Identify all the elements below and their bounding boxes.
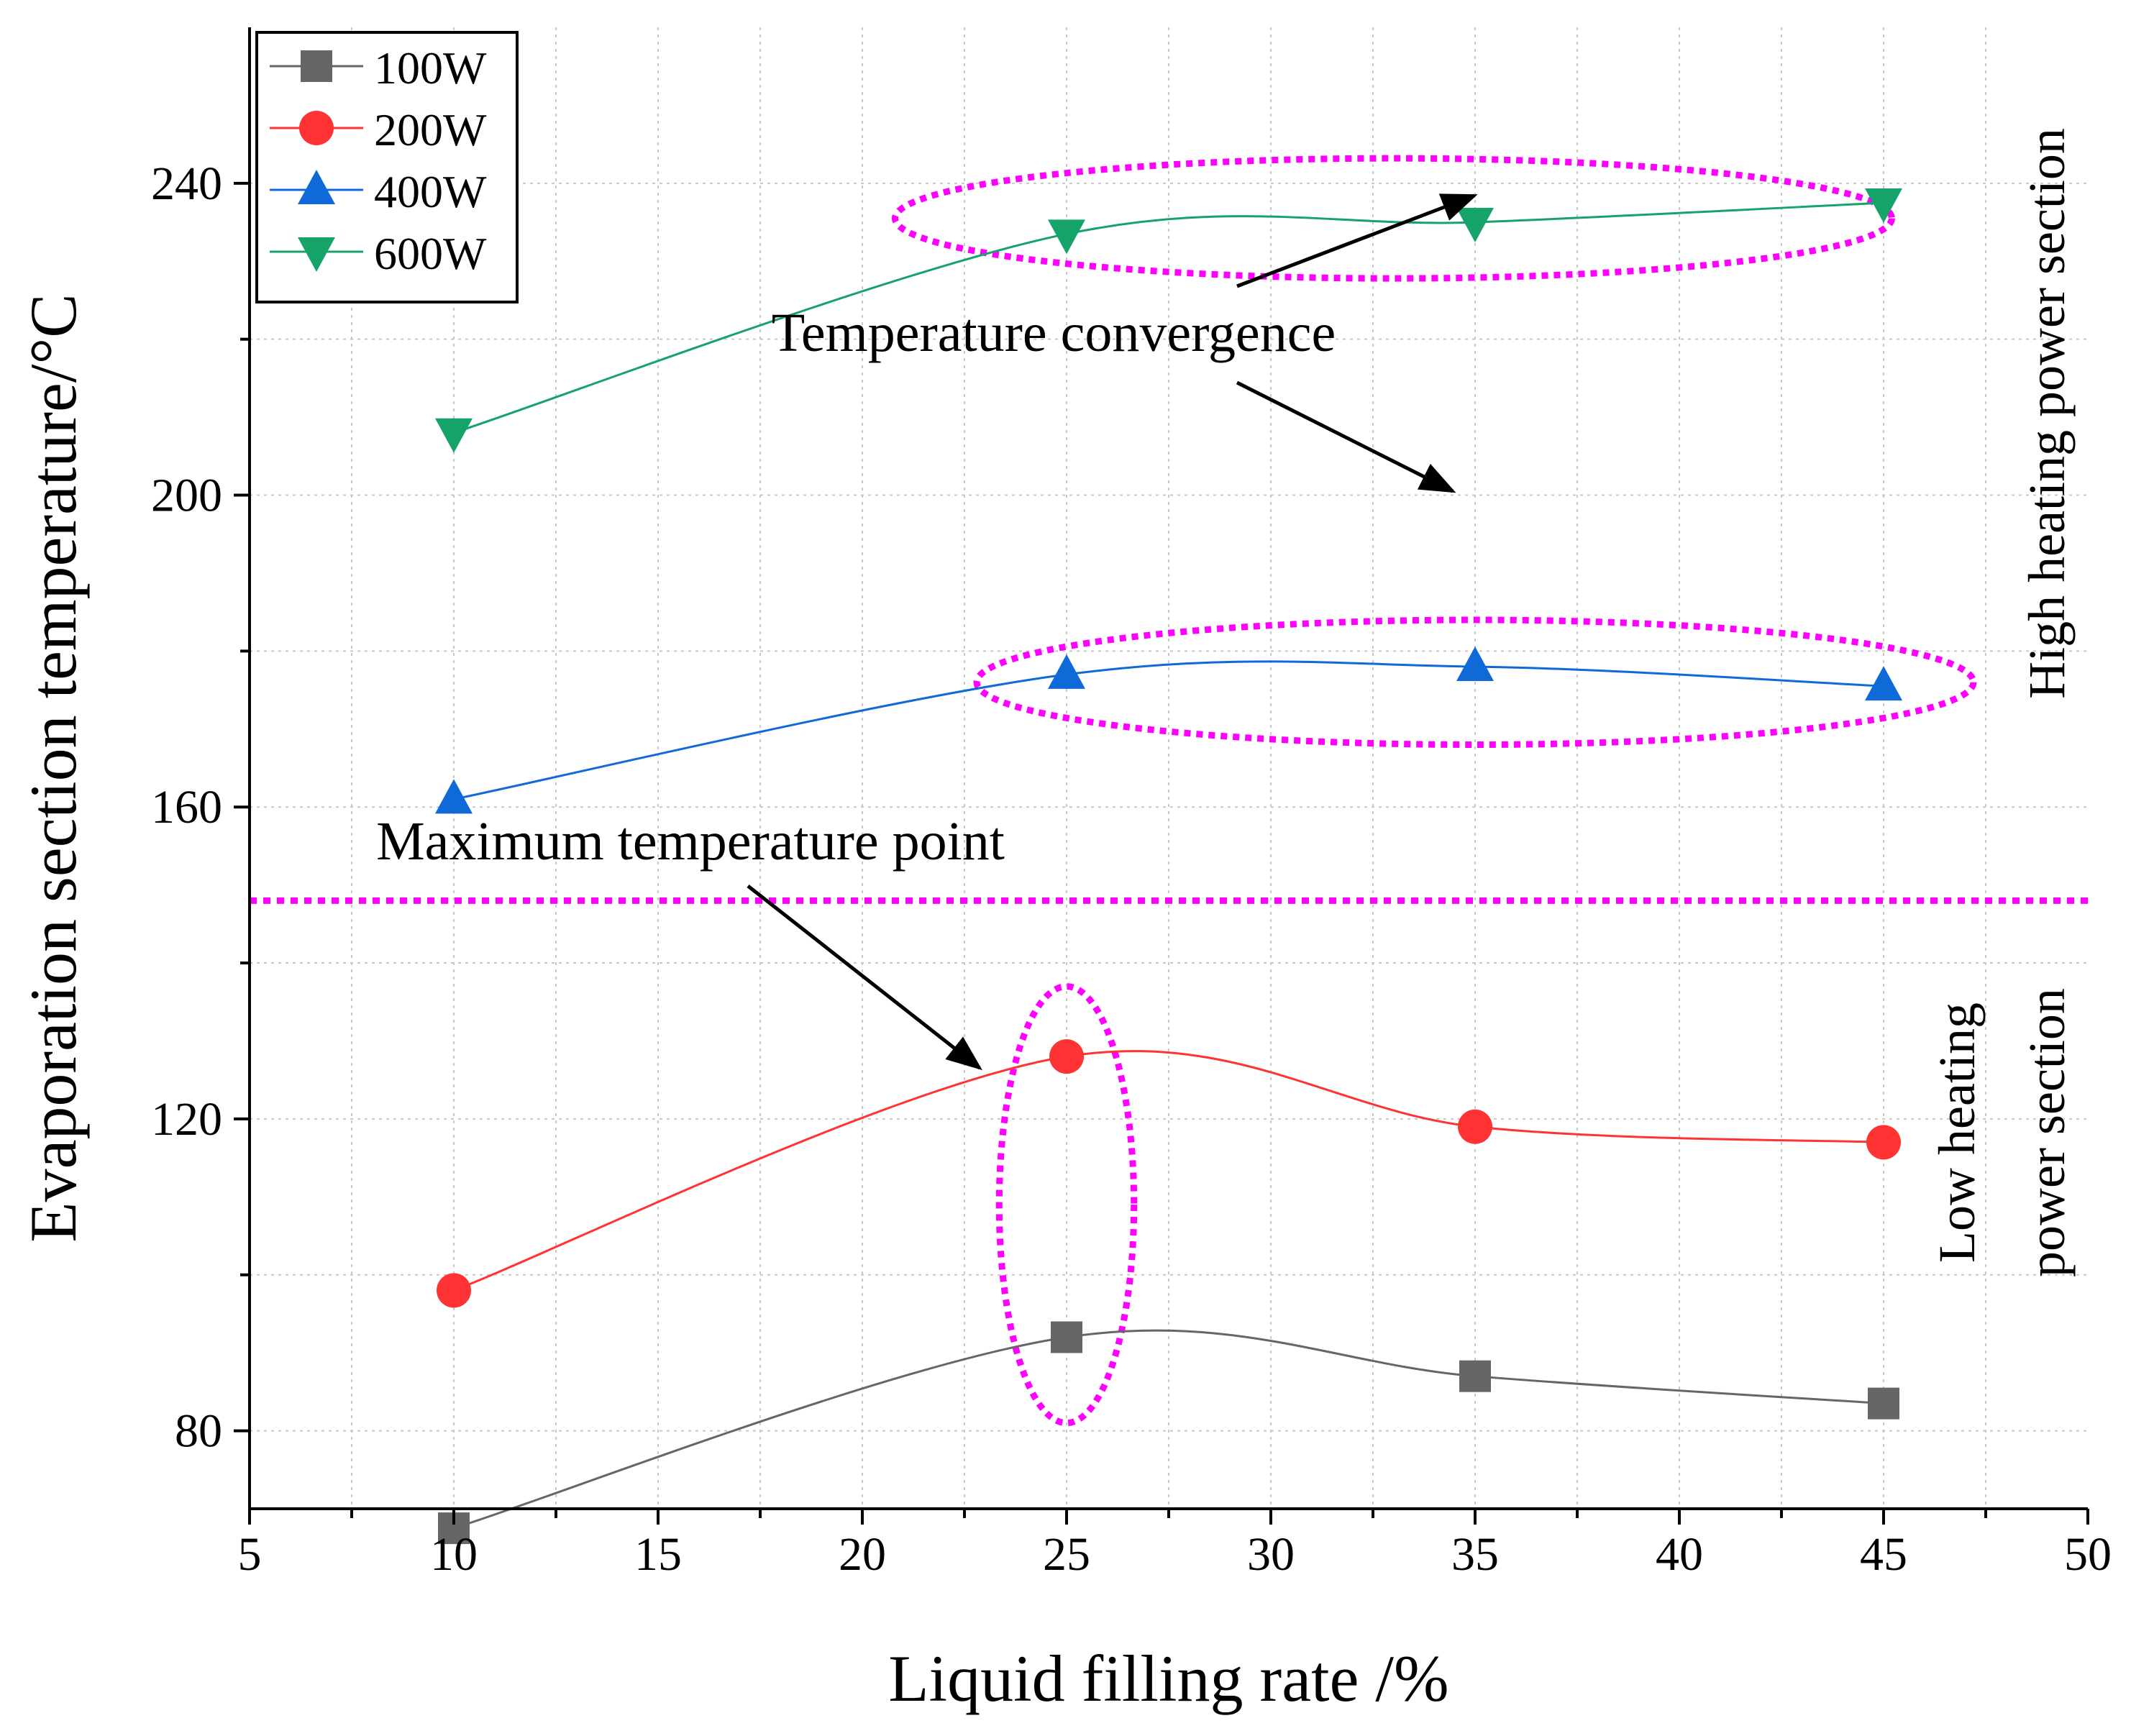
legend-marker-400w: [298, 170, 335, 204]
x-tick-label: 10: [430, 1528, 478, 1581]
legend-label-100w: 100W: [374, 42, 487, 93]
data-point-400w: [1865, 666, 1902, 701]
data-point-600w: [1048, 219, 1085, 255]
annotation-temperature-convergence: Temperature convergence: [772, 303, 1336, 363]
annotation-low-heating-section-line1: Low heating: [1928, 1002, 1986, 1263]
y-tick-label: 240: [151, 157, 222, 210]
highlight-layer: [250, 155, 2088, 1427]
x-tick-label: 40: [1656, 1528, 1703, 1581]
x-tick-label: 20: [839, 1528, 886, 1581]
data-point-600w: [1865, 188, 1902, 223]
series-line-600w: [453, 201, 1884, 434]
x-tick-label: 25: [1043, 1528, 1090, 1581]
arrow-to-400w-convergence: [1236, 380, 1456, 493]
data-point-200w: [1866, 1125, 1901, 1160]
legend: 100W 200W 400W 600W: [255, 31, 519, 303]
data-point-200w: [437, 1273, 471, 1308]
data-point-400w: [435, 779, 473, 814]
arrow-to-600w-convergence: [1236, 193, 1478, 288]
series-line-100w: [453, 1329, 1884, 1530]
x-tick-label: 15: [634, 1528, 682, 1581]
data-point-600w: [1456, 208, 1494, 243]
data-point-100w: [1051, 1321, 1082, 1353]
annotation-high-heating-section: High heating power section: [2018, 128, 2076, 699]
annotation-maximum-temperature-point: Maximum temperature point: [376, 811, 1005, 872]
x-tick-label: 35: [1451, 1528, 1499, 1581]
data-point-200w: [1049, 1039, 1084, 1074]
data-point-400w: [1048, 654, 1085, 689]
x-tick-label: 45: [1860, 1528, 1907, 1581]
arrow-to-max-temperature: [747, 885, 982, 1071]
annotation-layer: Temperature convergence Maximum temperatu…: [376, 128, 2076, 1277]
data-point-200w: [1458, 1109, 1492, 1144]
legend-marker-600w: [298, 237, 335, 272]
x-tick-label: 50: [2064, 1528, 2112, 1581]
legend-marker-200w: [299, 111, 334, 145]
annotation-low-heating-section-line2: power section: [2018, 988, 2076, 1277]
convergence-ellipse-400w: [973, 616, 1977, 748]
y-tick-label: 120: [151, 1093, 222, 1146]
legend-label-600w: 600W: [374, 228, 487, 279]
legend-box: [255, 31, 519, 303]
max-temperature-ellipse: [995, 983, 1138, 1427]
y-tick-label: 80: [175, 1405, 222, 1458]
y-axis-label: Evaporation section temperature/°C: [17, 293, 90, 1242]
legend-label-200w: 200W: [374, 104, 487, 155]
y-tick-label: 200: [151, 470, 222, 522]
data-point-400w: [1456, 647, 1494, 682]
y-tick-label: 160: [151, 781, 222, 833]
series-line-200w: [453, 1050, 1884, 1292]
series-line-400w: [453, 660, 1884, 800]
legend-marker-100w: [301, 50, 332, 82]
convergence-ellipse-600w: [891, 155, 1895, 282]
data-point-100w: [1459, 1360, 1491, 1392]
x-tick-label: 30: [1247, 1528, 1295, 1581]
axes-layer: 5 10 15 20 25 30 35 40 45 50 80 120 160 200 240 Liquid …: [17, 27, 2112, 1715]
x-tick-label: 5: [238, 1528, 262, 1581]
data-point-100w: [1868, 1387, 1899, 1420]
legend-label-400w: 400W: [374, 166, 487, 217]
data-point-600w: [435, 418, 473, 453]
x-axis-label: Liquid filling rate /%: [888, 1642, 1448, 1715]
